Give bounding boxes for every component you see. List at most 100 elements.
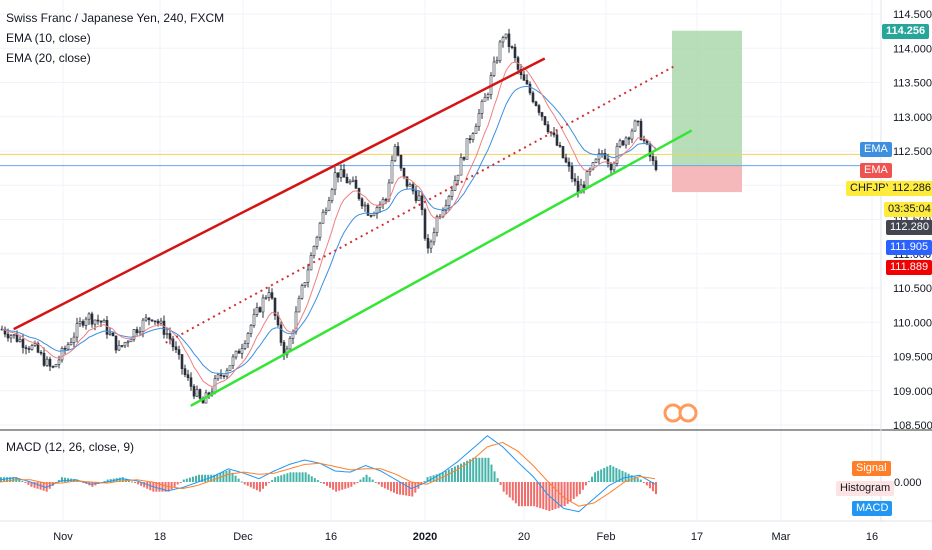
macd-histogram-bar	[353, 482, 356, 485]
candle-body	[192, 386, 196, 397]
macd-histogram-bar	[578, 482, 581, 495]
macd-histogram-bar	[295, 472, 298, 482]
macd-histogram-bar	[18, 479, 21, 482]
candle-body	[627, 137, 631, 140]
candle-body	[195, 389, 199, 397]
macd-histogram-bar	[36, 482, 39, 489]
macd-histogram-bar	[499, 482, 502, 485]
macd-histogram-bar	[460, 463, 463, 482]
channel-mid-dotted-line	[165, 65, 674, 344]
candle-body	[12, 334, 16, 337]
time-axis-label: 20	[518, 531, 530, 543]
macd-histogram-bar	[255, 482, 258, 491]
ema10-legend[interactable]: EMA (10, close)	[6, 31, 91, 45]
macd-histogram-bar	[435, 474, 438, 482]
candle-body	[351, 179, 355, 182]
candle-body	[219, 374, 223, 377]
price-axis-label: 112.500	[893, 146, 932, 158]
candle-body	[621, 140, 625, 146]
macd-histogram-bar	[581, 482, 584, 490]
candle-body	[369, 215, 373, 217]
candle-body	[477, 113, 481, 127]
symbol-title[interactable]: Swiss Franc / Japanese Yen, 240, FXCM	[6, 11, 225, 25]
candle-body	[159, 320, 163, 324]
macd-histogram-bar	[155, 482, 158, 492]
ema20-legend[interactable]: EMA (20, close)	[6, 51, 91, 65]
price-axis-label: 113.000	[893, 112, 932, 124]
time-axis-label: Dec	[233, 531, 253, 543]
macd-histogram-bar	[569, 482, 572, 502]
macd-histogram-bar	[344, 482, 347, 489]
horizontal-price-lines	[0, 153, 880, 167]
candle-body	[18, 339, 22, 342]
macd-histogram-bar	[447, 469, 450, 482]
macd-histogram-bar	[33, 482, 36, 488]
candle-body	[342, 169, 346, 178]
time-axis-label: 18	[154, 531, 166, 543]
candle-body	[198, 389, 202, 399]
candle-body	[177, 349, 181, 355]
candle-body	[564, 157, 568, 163]
candle-body	[399, 154, 403, 169]
macd-histogram-bar	[237, 478, 240, 482]
candle-body	[237, 350, 241, 354]
macd-histogram-bar	[164, 482, 167, 492]
price-grid	[0, 0, 880, 520]
macd-histogram-bar	[438, 473, 441, 482]
time-axis-label: Nov	[53, 531, 73, 543]
candle-body	[618, 140, 622, 147]
candle-body	[501, 37, 505, 43]
candle-body	[423, 209, 427, 239]
macd-histogram-bar	[630, 475, 633, 482]
macd-histogram-bar	[487, 457, 490, 482]
candle-body	[165, 333, 169, 335]
candle-body	[324, 210, 328, 213]
candle-body	[171, 338, 175, 348]
ema-lines	[1, 61, 657, 388]
candle-body	[87, 313, 91, 320]
long-position-zones[interactable]	[672, 30, 742, 193]
macd-histogram-bar	[335, 482, 338, 492]
macd-histogram-bar	[24, 482, 27, 483]
candle-body	[603, 153, 607, 160]
candle-body	[249, 325, 253, 334]
candle-body	[420, 195, 424, 210]
macd-legend[interactable]: MACD (12, 26, close, 9)	[6, 440, 135, 454]
tradingview-logo	[663, 403, 698, 423]
last-price-tag: 112.286	[888, 181, 932, 196]
ema10-line	[1, 61, 657, 388]
candle-body	[150, 319, 154, 322]
macd-histogram-bar	[338, 482, 341, 491]
macd-histogram-bar	[508, 482, 511, 498]
candle-body	[45, 358, 49, 366]
candle-body	[231, 356, 235, 367]
trend-channel-drawings[interactable]	[13, 57, 693, 407]
macd-histogram-bar	[286, 473, 289, 482]
macd-histogram-bar	[170, 482, 173, 490]
macd-histogram-bar	[134, 482, 137, 483]
time-axis-label: Feb	[597, 531, 616, 543]
candle-body	[432, 232, 436, 243]
macd-histogram-bar	[472, 457, 475, 482]
candle-body	[78, 321, 82, 324]
candle-body	[465, 138, 469, 160]
price-axis-label: 114.500	[893, 9, 932, 21]
candle-body	[105, 320, 109, 335]
candle-body	[96, 319, 100, 322]
macd-histogram-bar	[609, 465, 612, 482]
histogram-tag: Histogram	[836, 481, 895, 496]
candle-body	[534, 101, 538, 106]
macd-histogram-bar	[54, 482, 57, 483]
candle-body	[273, 297, 277, 316]
macd-histogram-bar	[283, 474, 286, 482]
macd-histogram-bar	[453, 466, 456, 482]
candle-body	[123, 341, 127, 347]
macd-panel	[0, 435, 657, 513]
candle-body	[510, 46, 514, 48]
countdown-tag: 03:35:04	[884, 202, 932, 217]
candle-body	[144, 317, 148, 321]
macd-histogram-bar	[386, 482, 389, 490]
candle-body	[258, 307, 262, 313]
candle-body	[417, 195, 421, 201]
